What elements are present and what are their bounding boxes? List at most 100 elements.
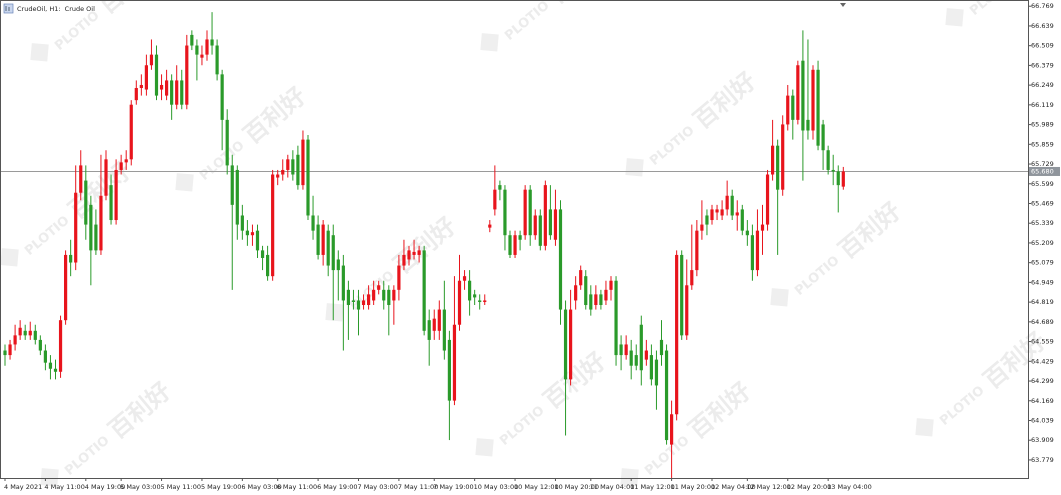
y-tick-label: 66.769: [1031, 2, 1054, 10]
candle-body: [841, 171, 845, 187]
candle-body: [109, 185, 113, 221]
candle-body: [412, 251, 416, 255]
candle-body: [84, 180, 88, 225]
candle-body: [720, 209, 724, 216]
candle-body: [205, 39, 209, 55]
candle-body: [18, 327, 22, 336]
candle-body: [139, 84, 143, 89]
candle-body: [271, 174, 275, 277]
candle-body: [170, 80, 174, 105]
candle-body: [654, 359, 659, 386]
candle-body: [69, 254, 73, 263]
candle-body: [387, 289, 391, 306]
candle-body: [23, 330, 27, 336]
candle-body: [286, 159, 290, 170]
candle-body: [786, 95, 790, 125]
y-tick-label: 64.689: [1031, 318, 1054, 326]
candle-body: [266, 254, 270, 277]
candle-body: [604, 289, 608, 301]
x-tick-label: 7 May 11:00: [398, 483, 438, 491]
candle-body: [569, 309, 573, 380]
candle-body: [796, 65, 800, 120]
candle-body: [730, 195, 734, 216]
candle-body: [715, 209, 719, 213]
y-tick-label: 64.949: [1031, 278, 1054, 286]
candle-body: [422, 250, 426, 331]
candle-body: [382, 289, 386, 301]
candle-body: [811, 69, 815, 131]
candle-body: [377, 285, 381, 290]
candle-body: [558, 209, 563, 310]
candle-body: [240, 215, 244, 231]
candle-body: [806, 119, 810, 131]
candle-body: [104, 159, 108, 196]
candle-body: [210, 39, 214, 46]
candle-body: [200, 54, 204, 58]
candle-body: [462, 276, 467, 281]
y-tick-label: 64.559: [1031, 338, 1054, 346]
candle-body: [538, 215, 542, 246]
candle-body: [488, 224, 492, 228]
candle-body: [457, 280, 462, 325]
candle-body: [165, 80, 169, 96]
candle-body: [670, 414, 674, 445]
candle-body: [831, 169, 835, 172]
candle-body: [74, 192, 78, 263]
candle-body: [356, 300, 361, 310]
candle-body: [331, 235, 335, 271]
watermark-logo: [0, 248, 19, 267]
candle-body: [13, 335, 17, 345]
x-tick-label: 12 May 20:00: [787, 483, 832, 491]
candle-body: [336, 259, 340, 271]
candle-body: [8, 344, 12, 356]
candle-body: [235, 169, 239, 225]
candle-body: [392, 289, 396, 301]
x-tick-label: 5 May 11:00: [161, 483, 201, 491]
x-tick-label: 4 May 11:00: [44, 483, 84, 491]
watermark-logo: [40, 468, 59, 487]
candle-body: [301, 139, 305, 186]
candle-body: [579, 270, 583, 286]
candle-body: [771, 145, 775, 175]
y-tick-label: 66.249: [1031, 81, 1054, 89]
candle-body: [94, 224, 98, 251]
candle-body: [452, 324, 457, 401]
candle-body: [48, 362, 53, 369]
candle-body: [493, 189, 497, 210]
candle-body: [700, 224, 704, 231]
y-tick-label: 64.169: [1031, 397, 1054, 405]
candle-body: [478, 300, 482, 302]
candle-body: [89, 204, 93, 251]
y-tick-label: 65.079: [1031, 259, 1054, 267]
candle-body: [185, 45, 189, 105]
y-tick-label: 66.509: [1031, 42, 1054, 50]
x-tick-label: 12 May 12:00: [746, 483, 791, 491]
candle-body: [250, 232, 255, 236]
candle-body: [675, 254, 679, 415]
x-tick-label: 5 May 19:00: [201, 483, 241, 491]
candle-body: [518, 235, 522, 240]
candle-body: [574, 285, 578, 301]
candle-body: [341, 265, 345, 301]
candle-body: [624, 344, 628, 356]
candle-body: [311, 215, 315, 231]
x-tick-label: 6 May 03:00: [241, 483, 281, 491]
candle-body: [260, 250, 265, 258]
x-tick-label: 12 May 04:00: [711, 483, 756, 491]
watermark-logo: [480, 33, 499, 52]
y-tick-label: 63.779: [1031, 456, 1054, 464]
plot-border: [0, 0, 1029, 479]
candle-body: [725, 195, 729, 210]
candle-body: [195, 45, 199, 55]
symbol-icon: [3, 3, 14, 14]
candle-body: [367, 294, 371, 306]
y-tick-label: 66.379: [1031, 61, 1054, 69]
x-tick-label: 5 May 03:00: [120, 483, 160, 491]
candle-body: [705, 215, 709, 225]
y-tick-label: 64.429: [1031, 357, 1054, 365]
x-tick-label: 11 May 20:00: [671, 483, 716, 491]
candle-body: [594, 294, 598, 306]
candle-body: [801, 60, 805, 131]
candle-body: [543, 185, 547, 246]
